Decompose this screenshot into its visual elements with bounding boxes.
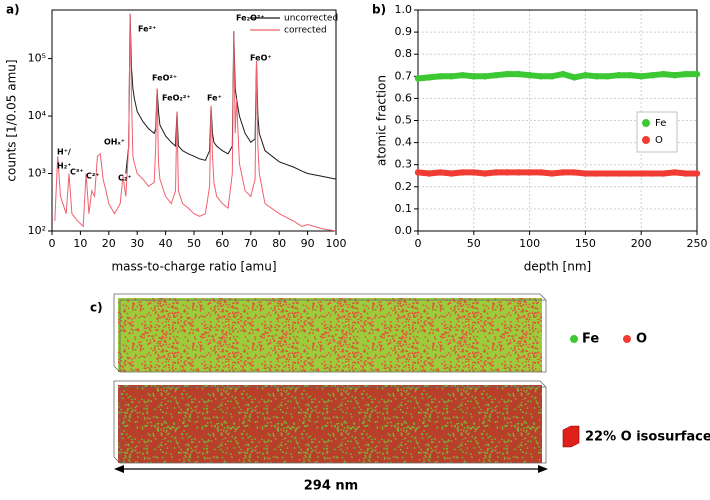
y-axis-label: atomic fraction (375, 75, 389, 166)
annotation: Fe⁺ (207, 94, 222, 103)
x-tick-label: 70 (244, 237, 258, 250)
annotation: Fe²⁺ (138, 25, 156, 34)
prism-outline (113, 293, 547, 373)
x-tick-label: 10 (73, 237, 87, 250)
y-tick-label: 1.0 (395, 3, 413, 16)
annotation: FeO₂²⁺ (162, 94, 191, 103)
x-tick-label: 50 (187, 237, 201, 250)
x-tick-label: 100 (326, 237, 347, 250)
x-tick-label: 60 (215, 237, 229, 250)
y-tick-label: 0.8 (395, 47, 413, 60)
y-tick-label: 0.4 (395, 136, 413, 149)
series-trace (417, 71, 697, 82)
atom-map-isosurface (118, 385, 542, 463)
legend-label: uncorrected (284, 14, 338, 24)
x-tick-label: 0 (415, 237, 422, 250)
panel-label: b) (372, 3, 386, 17)
x-tick-label: 100 (519, 237, 540, 250)
arrow-head (114, 465, 124, 473)
x-tick-label: 90 (301, 237, 315, 250)
legend-swatch (642, 136, 650, 144)
y-tick-label: 0.5 (395, 114, 413, 127)
x-axis-label: depth [nm] (524, 260, 591, 274)
scale-label: 294 nm (304, 479, 358, 494)
x-axis-label: mass-to-charge ratio [amu] (111, 260, 276, 274)
x-tick-label: 200 (631, 237, 652, 250)
annotation: H⁺/ (57, 148, 71, 157)
iso-cube (562, 425, 580, 448)
isosurface-label: 22% O isosurface (585, 430, 710, 445)
panel-label: a) (6, 3, 20, 17)
legend-box (636, 111, 678, 153)
legend-label: Fe (655, 118, 666, 129)
y-tick-label: 0.2 (395, 180, 413, 193)
annotation: C³⁺ (70, 168, 84, 177)
y-tick-label: 0.3 (395, 158, 413, 171)
y-tick-label: 10⁴ (28, 109, 47, 122)
y-tick-label: 0.6 (395, 91, 413, 104)
legend-swatch (570, 335, 578, 343)
legend-swatch (642, 119, 650, 127)
x-tick-label: 30 (130, 237, 144, 250)
x-tick-label: 40 (159, 237, 173, 250)
atom-map-fe-o (118, 298, 542, 372)
y-tick-label: 10³ (28, 167, 46, 180)
annotation: Fe₂O²⁺ (236, 14, 265, 23)
y-tick-label: 10² (28, 224, 46, 237)
annotation: FeO⁺ (250, 54, 272, 63)
series-line (54, 13, 337, 232)
legend-label: O (655, 135, 663, 146)
annotation: FeO²⁺ (152, 74, 177, 83)
x-tick-label: 250 (687, 237, 708, 250)
arrow-head (538, 465, 548, 473)
x-tick-label: 50 (467, 237, 481, 250)
panel-label: c) (90, 301, 103, 315)
series-trace (417, 169, 697, 177)
prism-outline (113, 380, 547, 464)
annotation: OHₓ⁺ (104, 138, 125, 147)
legend-label: O (636, 332, 647, 347)
annotation: C²⁺ (86, 172, 100, 181)
x-tick-label: 80 (272, 237, 286, 250)
plot-frame (51, 9, 337, 232)
plot-frame (417, 9, 698, 232)
y-tick-label: 0.9 (395, 25, 413, 38)
x-tick-label: 20 (102, 237, 116, 250)
y-tick-label: 0.0 (395, 224, 413, 237)
y-tick-label: 0.7 (395, 69, 413, 82)
x-tick-label: 150 (575, 237, 596, 250)
annotation: H₂⁺ (57, 162, 71, 171)
y-axis-label: counts [1/0.05 amu] (5, 59, 19, 181)
x-tick-label: 0 (49, 237, 56, 250)
y-tick-label: 0.1 (395, 202, 413, 215)
annotation: C₂⁺ (118, 174, 132, 183)
legend-label: corrected (284, 26, 327, 36)
legend-swatch (623, 335, 631, 343)
y-tick-label: 10⁵ (28, 52, 46, 65)
legend-label: Fe (582, 332, 599, 347)
